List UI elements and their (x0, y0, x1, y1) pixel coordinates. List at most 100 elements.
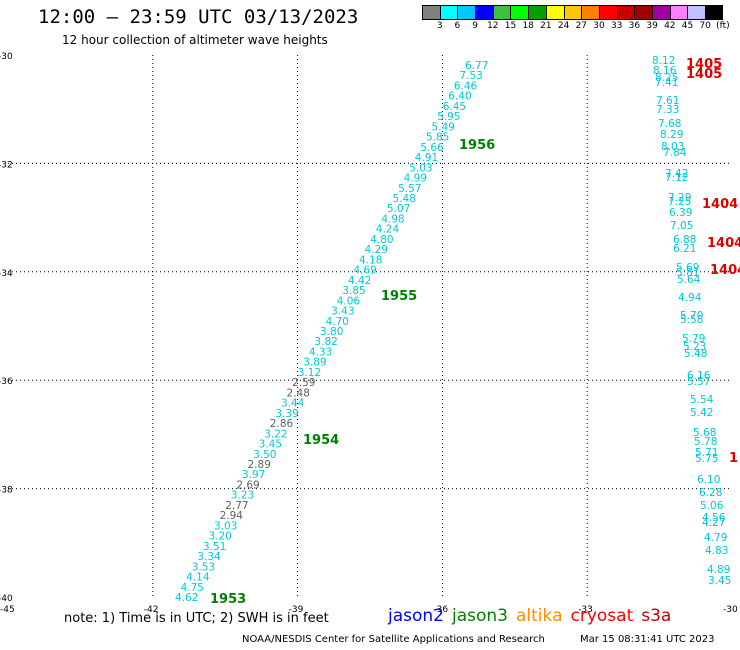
wave-height-label: 5.49 (432, 121, 455, 133)
wave-height-label: 4.18 (359, 254, 382, 266)
lon-tick-label: -33 (578, 605, 593, 615)
lon-tick-label: -30 (723, 605, 738, 615)
pass-time-label: 1956 (459, 138, 495, 153)
wave-height-label: 4.14 (186, 572, 210, 584)
wave-height-label: 6.88 (673, 234, 696, 246)
wave-height-label: 4.75 (181, 582, 204, 594)
lat-tick-label: -38 (0, 486, 13, 496)
wave-height-label: 4.80 (370, 234, 393, 246)
legend-tick-label: 42 (664, 21, 676, 31)
wave-height-label: 8.03 (661, 141, 684, 153)
wave-height-label: 5.85 (426, 132, 449, 144)
wave-height-label: 5.57 (687, 376, 710, 388)
wave-height-label: 8.12 (652, 55, 675, 67)
wave-height-label: 5.64 (677, 274, 701, 286)
legend-swatch (439, 5, 458, 20)
wave-height-label: 7.25 (668, 196, 691, 208)
pass-time-label: 1953 (210, 592, 246, 607)
wave-height-label: 5.71 (695, 447, 718, 459)
wave-height-label: 3.45 (708, 575, 731, 587)
wave-height-label: 4.42 (348, 275, 371, 287)
wave-height-label: 5.79 (682, 333, 705, 345)
wave-height-label: 2.89 (248, 459, 271, 471)
pass-time-label: 1404 (710, 263, 740, 278)
wave-height-label: 5.70 (680, 310, 703, 322)
wave-height-label: 2.77 (225, 500, 248, 512)
wave-height-label: 7.61 (656, 95, 679, 107)
wave-height-label: 4.33 (309, 346, 332, 358)
wave-height-label: 4.24 (376, 224, 400, 236)
wave-height-label: 7.29 (668, 192, 691, 204)
wave-height-label: 7.05 (670, 220, 693, 232)
wave-height-label: 4.56 (702, 512, 726, 524)
wave-height-label: 4.06 (337, 295, 361, 307)
pass-time-label: 1954 (303, 433, 339, 448)
legend-swatch (687, 5, 705, 20)
wave-height-label: 3.45 (259, 439, 282, 451)
satellite-name: jason3 (452, 606, 508, 626)
satellite-name: altika (516, 606, 563, 626)
wave-height-label: 5.66 (420, 142, 444, 154)
lat-tick-label: -36 (0, 377, 13, 387)
legend-tick-label: 12 (487, 21, 499, 31)
legend-swatch (510, 5, 529, 20)
legend-tick-label: 21 (540, 21, 552, 31)
wave-height-label: 5.07 (387, 203, 410, 215)
wave-height-label: 2.86 (270, 418, 294, 430)
legend-tick-label: (ft) (716, 21, 730, 31)
wave-height-label: 3.82 (314, 336, 337, 348)
wave-height-label: 3.97 (242, 469, 265, 481)
wave-height-label: 7.68 (658, 118, 681, 130)
wave-height-label: 6.16 (687, 370, 711, 382)
legend-swatch (545, 5, 564, 20)
wave-height-label: 2.48 (287, 387, 310, 399)
wave-height-label: 3.22 (264, 428, 287, 440)
credit-text: NOAA/NESDIS Center for Satellite Applica… (242, 634, 545, 645)
wave-height-label: 5.78 (694, 436, 717, 448)
lon-tick-label: -45 (0, 605, 15, 615)
pass-time-label: 1404 (707, 236, 740, 251)
wave-height-label: 4.79 (704, 532, 727, 544)
wave-height-label: 6.45 (443, 101, 466, 113)
wave-height-label: 6.46 (454, 80, 478, 92)
lat-tick-label: -34 (0, 269, 13, 279)
wave-height-label: 4.99 (404, 173, 427, 185)
wave-height-label: 4.94 (678, 292, 702, 304)
legend-tick-label: 18 (522, 21, 534, 31)
legend-swatch (705, 5, 723, 20)
wave-height-label: 6.40 (448, 91, 471, 103)
map-title: 12:00 — 23:59 UTC 03/13/2023 (38, 6, 359, 28)
wave-height-label: 4.69 (353, 265, 376, 277)
wave-height-label: 5.48 (684, 348, 707, 360)
pass-time-label: 1404 (702, 197, 738, 212)
legend-tick-label: 45 (681, 21, 694, 31)
generated-timestamp: Mar 15 08:31:41 UTC 2023 (580, 634, 715, 645)
wave-height-label: 5.06 (700, 500, 724, 512)
legend-swatch (563, 5, 582, 20)
legend-tick-label: 33 (610, 21, 623, 31)
wave-height-label: 5.68 (693, 427, 716, 439)
wave-height-label: 7.42 (665, 168, 688, 180)
wave-height-label: 3.12 (298, 367, 321, 379)
wave-height-label: 5.75 (695, 453, 718, 465)
pass-time-label: 1405 (686, 67, 722, 82)
wave-height-label: 2.94 (220, 510, 244, 522)
lat-tick-label: -32 (0, 160, 13, 170)
wave-height-label: 5.95 (437, 111, 460, 123)
legend-swatch (422, 5, 440, 20)
wave-height-label: 5.58 (680, 314, 703, 326)
wave-height-label: 5.57 (398, 183, 421, 195)
wave-height-label: 6.21 (673, 243, 696, 255)
legend-swatch (598, 5, 617, 20)
satellite-name: s3a (641, 606, 672, 626)
lon-tick-label: -39 (289, 605, 304, 615)
legend-tick-label: 36 (628, 21, 641, 31)
map-subtitle: 12 hour collection of altimeter wave hei… (62, 33, 328, 47)
wave-height-label: 7.41 (655, 77, 678, 89)
wave-height-label: 7.12 (665, 172, 688, 184)
satellite-name: cryosat (570, 606, 634, 626)
legend-swatch (475, 5, 493, 20)
wave-height-label: 4.29 (365, 244, 388, 256)
wave-height-label: 7.33 (656, 104, 679, 116)
